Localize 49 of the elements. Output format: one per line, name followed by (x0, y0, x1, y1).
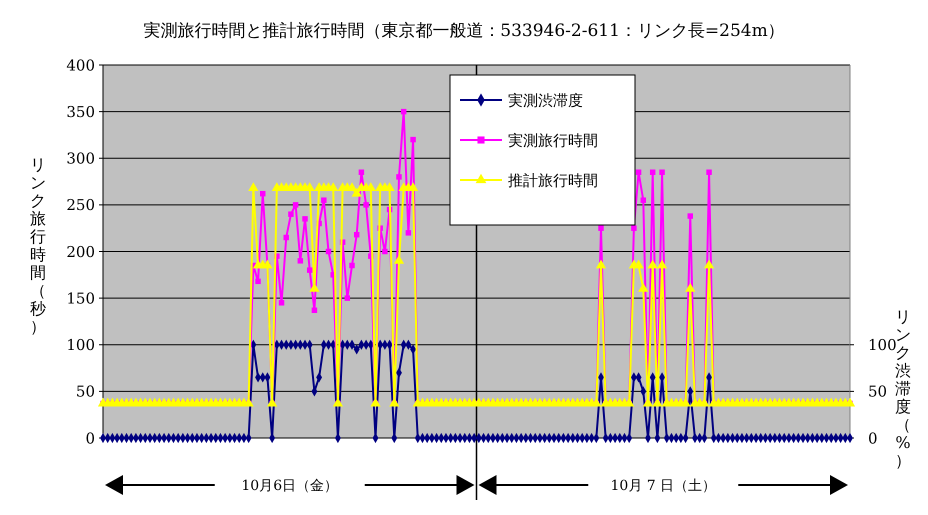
point (400, 108, 406, 114)
point (260, 190, 266, 196)
y-tick-label: 300 (66, 150, 95, 168)
point (650, 170, 656, 175)
y-tick-label: 0 (85, 429, 95, 448)
y-tick-label: 350 (66, 102, 95, 121)
point (406, 230, 412, 236)
point (631, 225, 637, 231)
point (688, 213, 693, 219)
legend-label: 実測旅行時間 (508, 131, 598, 150)
point (354, 232, 360, 238)
chart-title: 実測旅行時間と推計旅行時間（東京都一般道：533946-2-611：リンク長=254m） (143, 21, 785, 41)
text: 10月 7 日（土） (610, 478, 716, 494)
point (344, 295, 350, 301)
point (288, 211, 294, 217)
point (292, 202, 298, 208)
y-tick-label: 200 (66, 242, 95, 261)
y-tick-label: 100 (66, 336, 95, 354)
y-tick-label: 150 (66, 289, 95, 308)
legend-label: 実測渋滞度 (508, 91, 583, 110)
y2-tick-label: 0 (868, 429, 878, 448)
point (298, 258, 304, 264)
point (640, 197, 646, 203)
point (659, 170, 665, 175)
point (706, 170, 712, 175)
y-tick-label: 50 (76, 382, 95, 401)
point (396, 174, 402, 180)
point (410, 136, 416, 142)
point (358, 170, 364, 175)
y2-tick-label: 100 (868, 336, 897, 354)
point (382, 248, 388, 254)
point (312, 308, 318, 313)
text: リンク旅行時間（秒） (30, 155, 46, 336)
point (636, 170, 642, 175)
point (598, 225, 604, 231)
point (363, 202, 369, 208)
y-tick-label: 250 (66, 196, 95, 214)
point (255, 278, 261, 284)
y2-tick-label: 50 (868, 382, 888, 401)
point (349, 262, 355, 268)
text: リンク渋滞度（%） (895, 307, 911, 470)
point (302, 216, 308, 222)
point (321, 197, 327, 203)
point (306, 267, 312, 273)
point (278, 300, 284, 306)
y-tick-label: 400 (66, 56, 95, 74)
legend-label: 推計旅行時間 (508, 171, 598, 190)
text: 10月6日（金） (241, 478, 338, 494)
point (283, 234, 289, 240)
